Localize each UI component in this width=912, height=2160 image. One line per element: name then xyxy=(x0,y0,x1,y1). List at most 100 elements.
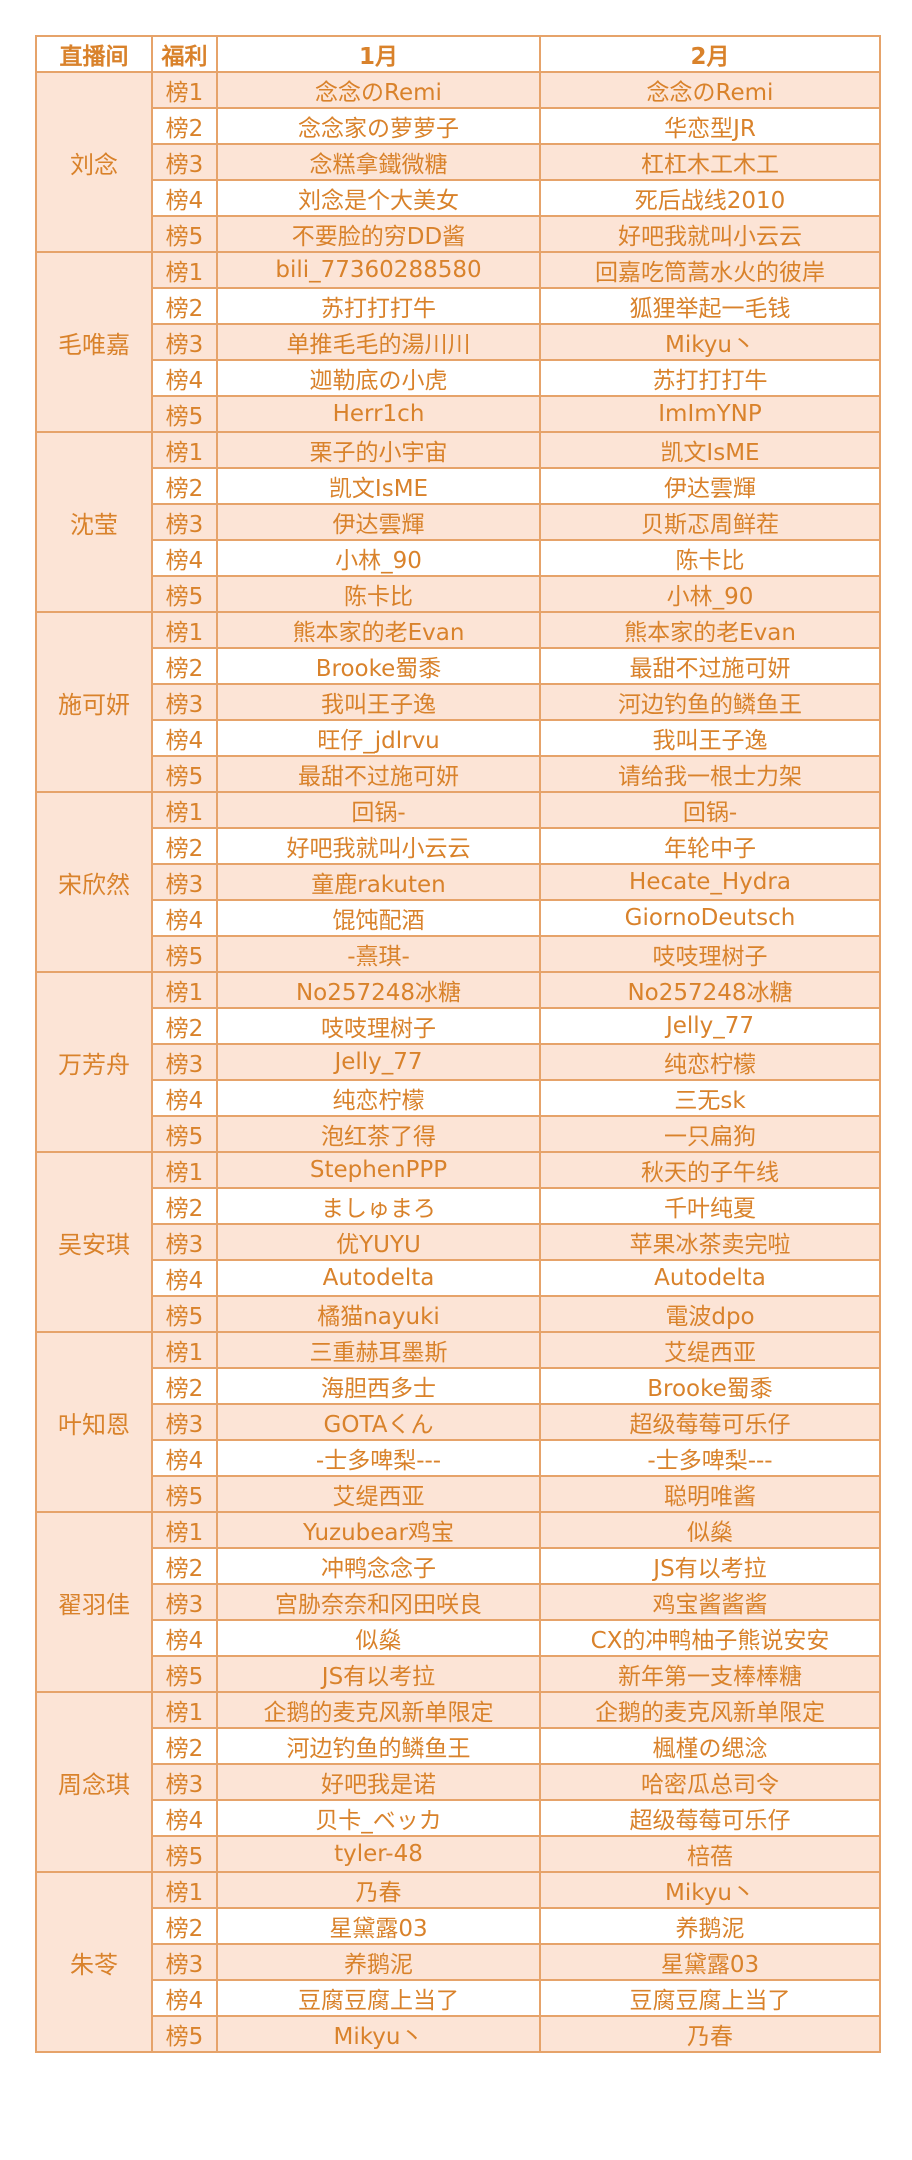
month2-user-cell: 养鹅泥 xyxy=(539,1907,881,1945)
month2-user-cell: 吱吱理树子 xyxy=(539,935,881,973)
month2-user-cell: 星黛露03 xyxy=(539,1943,881,1981)
month1-user-cell: -士多啤梨--- xyxy=(216,1439,541,1477)
month1-user-cell: 迦勒底の小虎 xyxy=(216,359,541,397)
host-name-cell: 叶知恩 xyxy=(35,1331,153,1513)
table-row: 榜3 单推毛毛的湯川川 Mikyu丶 xyxy=(36,323,881,361)
month2-user-cell: 凯文IsME xyxy=(539,431,881,469)
month2-user-cell: 鸡宝酱酱酱 xyxy=(539,1583,881,1621)
month2-user-cell: 熊本家的老Evan xyxy=(539,611,881,649)
table-row: 宋欣然 榜1 回锅- 回锅- xyxy=(35,791,881,973)
month1-user-cell: 刘念是个大美女 xyxy=(216,179,541,217)
rank-cell: 榜5 xyxy=(151,2015,218,2053)
table-row: 榜4 馄饨配酒 GiornoDeutsch xyxy=(36,899,881,937)
month2-user-cell: 哈密瓜总司令 xyxy=(539,1763,881,1801)
rank-cell: 榜3 xyxy=(151,1943,218,1981)
table-row: 榜3 GOTAくん 超级莓莓可乐仔 xyxy=(36,1403,881,1441)
month2-user-cell: 棓蓓 xyxy=(539,1835,881,1873)
rank-cell: 榜4 xyxy=(151,1619,218,1657)
host-name-cell: 吴安琪 xyxy=(35,1151,153,1333)
table-row: 榜4 似燊 CX的冲鸭柚子熊说安安 xyxy=(36,1619,881,1657)
month1-user-cell: -熹琪- xyxy=(216,935,541,973)
header-month2: 2月 xyxy=(539,35,881,73)
rank-cell: 榜4 xyxy=(151,1799,218,1837)
month1-user-cell: 好吧我是诺 xyxy=(216,1763,541,1801)
table-row: 榜2 吱吱理树子 Jelly_77 xyxy=(36,1007,881,1045)
month1-user-cell: 念糕拿鐵微糖 xyxy=(216,143,541,181)
rank-cell: 榜4 xyxy=(151,1079,218,1117)
table-row: 叶知恩 榜1 三重赫耳墨斯 艾缇西亚 xyxy=(35,1331,881,1513)
month1-user-cell: 最甜不过施可妍 xyxy=(216,755,541,793)
month2-user-cell: 陈卡比 xyxy=(539,539,881,577)
host-name-cell: 翟羽佳 xyxy=(35,1511,153,1693)
month1-user-cell: Brooke蜀黍 xyxy=(216,647,541,685)
rank-cell: 榜1 xyxy=(151,971,218,1009)
table-row: 榜5 tyler-48 棓蓓 xyxy=(36,1835,881,1873)
month2-user-cell: 伊达雲輝 xyxy=(539,467,881,505)
table-row: 榜2 Brooke蜀黍 最甜不过施可妍 xyxy=(36,647,881,685)
table-row: 榜4 贝卡_ベッカ 超级莓莓可乐仔 xyxy=(36,1799,881,1837)
month2-user-cell: 狐狸举起一毛钱 xyxy=(539,287,881,325)
table-row: 榜3 养鹅泥 星黛露03 xyxy=(36,1943,881,1981)
host-name-cell: 万芳舟 xyxy=(35,971,153,1153)
rank-cell: 榜2 xyxy=(151,647,218,685)
table-row: 榜2 凯文IsME 伊达雲輝 xyxy=(36,467,881,505)
rank-cell: 榜5 xyxy=(151,755,218,793)
rank-cell: 榜1 xyxy=(151,611,218,649)
host-name-cell: 施可妍 xyxy=(35,611,153,793)
month1-user-cell: JS有以考拉 xyxy=(216,1655,541,1693)
month1-user-cell: 回锅- xyxy=(216,791,541,829)
month2-user-cell: 電波dpo xyxy=(539,1295,881,1333)
month2-user-cell: 一只扁狗 xyxy=(539,1115,881,1153)
rank-cell: 榜4 xyxy=(151,179,218,217)
table-row: 榜3 童鹿rakuten Hecate_Hydra xyxy=(36,863,881,901)
rank-cell: 榜1 xyxy=(151,431,218,469)
host-name-cell: 刘念 xyxy=(35,71,153,253)
rank-cell: 榜2 xyxy=(151,287,218,325)
month1-user-cell: 优YUYU xyxy=(216,1223,541,1261)
month2-user-cell: 年轮中子 xyxy=(539,827,881,865)
month1-user-cell: 星黛露03 xyxy=(216,1907,541,1945)
month1-user-cell: 三重赫耳墨斯 xyxy=(216,1331,541,1369)
month1-user-cell: 凯文IsME xyxy=(216,467,541,505)
rank-cell: 榜3 xyxy=(151,683,218,721)
table-row: 榜2 好吧我就叫小云云 年轮中子 xyxy=(36,827,881,865)
month2-user-cell: 苏打打打牛 xyxy=(539,359,881,397)
month1-user-cell: 豆腐豆腐上当了 xyxy=(216,1979,541,2017)
month1-user-cell: 企鹅的麦克风新单限定 xyxy=(216,1691,541,1729)
rank-cell: 榜3 xyxy=(151,323,218,361)
month2-user-cell: 聪明唯酱 xyxy=(539,1475,881,1513)
rank-cell: 榜1 xyxy=(151,251,218,289)
table-row: 榜3 我叫王子逸 河边钓鱼的鳞鱼王 xyxy=(36,683,881,721)
month2-user-cell: 新年第一支棒棒糖 xyxy=(539,1655,881,1693)
table-row: 榜4 -士多啤梨--- -士多啤梨--- xyxy=(36,1439,881,1477)
header-host: 直播间 xyxy=(35,35,153,73)
month1-user-cell: 海胆西多士 xyxy=(216,1367,541,1405)
header-month1: 1月 xyxy=(216,35,541,73)
month1-user-cell: 似燊 xyxy=(216,1619,541,1657)
table-row: 榜5 不要脸的穷DD酱 好吧我就叫小云云 xyxy=(36,215,881,253)
rank-cell: 榜3 xyxy=(151,1043,218,1081)
month1-user-cell: 冲鸭念念子 xyxy=(216,1547,541,1585)
header-perk: 福利 xyxy=(151,35,218,73)
header-row: 直播间 福利 1月 2月 xyxy=(35,35,881,73)
month2-user-cell: Autodelta xyxy=(539,1259,881,1297)
month1-user-cell: 不要脸的穷DD酱 xyxy=(216,215,541,253)
rank-cell: 榜4 xyxy=(151,899,218,937)
rank-cell: 榜4 xyxy=(151,359,218,397)
month1-user-cell: StephenPPP xyxy=(216,1151,541,1189)
month1-user-cell: 熊本家的老Evan xyxy=(216,611,541,649)
month2-user-cell: ImImYNP xyxy=(539,395,881,433)
rank-cell: 榜3 xyxy=(151,1403,218,1441)
rank-cell: 榜5 xyxy=(151,1835,218,1873)
month2-user-cell: 念念のRemi xyxy=(539,71,881,109)
month1-user-cell: 乃春 xyxy=(216,1871,541,1909)
month1-user-cell: 橘猫nayuki xyxy=(216,1295,541,1333)
month2-user-cell: JS有以考拉 xyxy=(539,1547,881,1585)
month1-user-cell: Yuzubear鸡宝 xyxy=(216,1511,541,1549)
rank-cell: 榜1 xyxy=(151,71,218,109)
month2-user-cell: 好吧我就叫小云云 xyxy=(539,215,881,253)
month1-user-cell: 童鹿rakuten xyxy=(216,863,541,901)
month2-user-cell: 苹果冰茶卖完啦 xyxy=(539,1223,881,1261)
month1-user-cell: 旺仔_jdlrvu xyxy=(216,719,541,757)
month2-user-cell: 请给我一根士力架 xyxy=(539,755,881,793)
